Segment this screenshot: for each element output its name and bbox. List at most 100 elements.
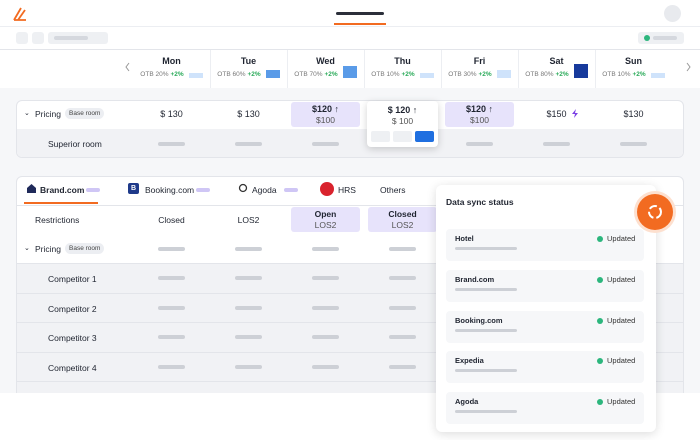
row-label: Superior room xyxy=(48,139,102,149)
occupancy-change: +2% xyxy=(478,71,492,78)
row-label: Competitor 3 xyxy=(48,333,97,344)
sync-item xyxy=(446,229,644,261)
prev-button[interactable] xyxy=(16,32,28,44)
placeholder xyxy=(466,142,493,146)
tab[interactable]: Others xyxy=(380,185,406,195)
action-button[interactable] xyxy=(415,131,434,142)
restriction-status: Closed xyxy=(388,209,417,219)
placeholder xyxy=(389,247,416,251)
day-stats: OTB 60% +2% xyxy=(210,64,287,78)
sync-source: Hotel xyxy=(455,234,474,243)
placeholder xyxy=(455,369,517,373)
sync-source: Booking.com xyxy=(455,315,503,325)
day-stats: OTB 30% +2% xyxy=(441,64,518,78)
placeholder xyxy=(158,142,185,146)
restriction-highlight xyxy=(291,207,360,232)
tab[interactable]: Brand.com xyxy=(40,185,85,195)
placeholder xyxy=(543,142,570,146)
placeholder xyxy=(235,276,262,280)
price: $120 ↑ xyxy=(311,104,340,114)
restriction-los: LOS2 xyxy=(314,220,337,230)
hrs-icon xyxy=(320,182,334,196)
occupancy: OTB 80% xyxy=(525,71,554,78)
nav-item[interactable] xyxy=(336,12,384,15)
sync-button[interactable] xyxy=(637,194,673,230)
base-price: $100 xyxy=(470,115,489,125)
occupancy-swatch xyxy=(342,66,357,78)
restriction-status: LOS2 xyxy=(237,215,260,225)
day-name: Fri xyxy=(473,56,486,66)
restriction-los: LOS2 xyxy=(391,220,414,230)
placeholder xyxy=(235,335,262,340)
price: $150 xyxy=(546,109,567,119)
tab-indicator xyxy=(24,202,98,204)
tab-pill xyxy=(86,188,100,192)
row-divider xyxy=(16,381,684,383)
scroll-right[interactable] xyxy=(684,62,692,72)
action-button[interactable] xyxy=(393,131,412,142)
occupancy-swatch xyxy=(188,73,203,78)
restriction-highlight xyxy=(368,207,437,232)
restriction-status: Closed xyxy=(158,215,185,225)
date-dropdown[interactable] xyxy=(48,32,108,44)
occupancy-swatch xyxy=(496,70,511,78)
avatar[interactable] xyxy=(664,5,681,22)
tab-pill xyxy=(196,188,210,192)
action-button[interactable] xyxy=(371,131,390,142)
placeholder xyxy=(235,247,262,251)
tab[interactable]: Agoda xyxy=(252,185,277,195)
occupancy-swatch xyxy=(265,70,280,78)
tab[interactable]: Booking.com xyxy=(145,185,195,195)
column-divider xyxy=(364,50,365,88)
badge: Base room xyxy=(65,243,105,254)
placeholder xyxy=(389,335,416,340)
expand-icon[interactable]: ⌄ xyxy=(24,245,30,252)
price-highlight xyxy=(291,102,360,127)
placeholder xyxy=(389,276,416,280)
placeholder xyxy=(158,247,185,251)
status-dot xyxy=(597,358,603,365)
row-label: Competitor 1 xyxy=(48,274,97,284)
occupancy-change: +2% xyxy=(555,71,569,78)
occupancy: OTB 10% xyxy=(371,71,400,78)
occupancy-change: +2% xyxy=(247,71,261,78)
occupancy: OTB 10% xyxy=(602,71,631,78)
tab[interactable]: HRS xyxy=(338,185,356,195)
row-divider xyxy=(16,292,684,294)
expand-icon[interactable]: ⌄ xyxy=(24,110,30,117)
divider xyxy=(0,26,700,27)
placeholder xyxy=(312,335,339,340)
placeholder xyxy=(312,305,339,310)
row-label: Competitor 2 xyxy=(48,303,97,314)
divider xyxy=(0,49,700,50)
occupancy: OTB 30% xyxy=(448,71,477,78)
status-dot xyxy=(597,399,603,406)
occupancy-change: +2% xyxy=(632,71,646,78)
scroll-left[interactable] xyxy=(124,62,132,72)
placeholder xyxy=(312,142,339,146)
price: $ 130 xyxy=(237,109,260,119)
base-price: $ 100 xyxy=(391,116,414,126)
row-label: Restrictions xyxy=(35,215,80,225)
row-divider xyxy=(16,351,684,353)
placeholder xyxy=(158,335,185,340)
placeholder xyxy=(158,305,185,310)
agoda-icon xyxy=(238,183,248,193)
base-price: $100 xyxy=(316,115,335,125)
placeholder xyxy=(389,364,416,369)
day-stats: OTB 10% +2% xyxy=(595,64,672,78)
sync-status: Updated xyxy=(607,397,636,407)
price: $ 120 ↑ xyxy=(387,105,418,115)
placeholder xyxy=(235,305,262,310)
placeholder xyxy=(389,305,416,310)
occupancy: OTB 70% xyxy=(294,71,323,78)
booking-icon: B xyxy=(128,183,139,194)
sync-toggle[interactable] xyxy=(638,32,684,44)
placeholder xyxy=(312,247,339,251)
sync-source: Agoda xyxy=(455,397,479,407)
placeholder xyxy=(235,142,262,146)
day-name: Tue xyxy=(240,56,257,66)
logo[interactable] xyxy=(12,6,28,22)
placeholder xyxy=(620,142,647,146)
next-button[interactable] xyxy=(32,32,44,44)
